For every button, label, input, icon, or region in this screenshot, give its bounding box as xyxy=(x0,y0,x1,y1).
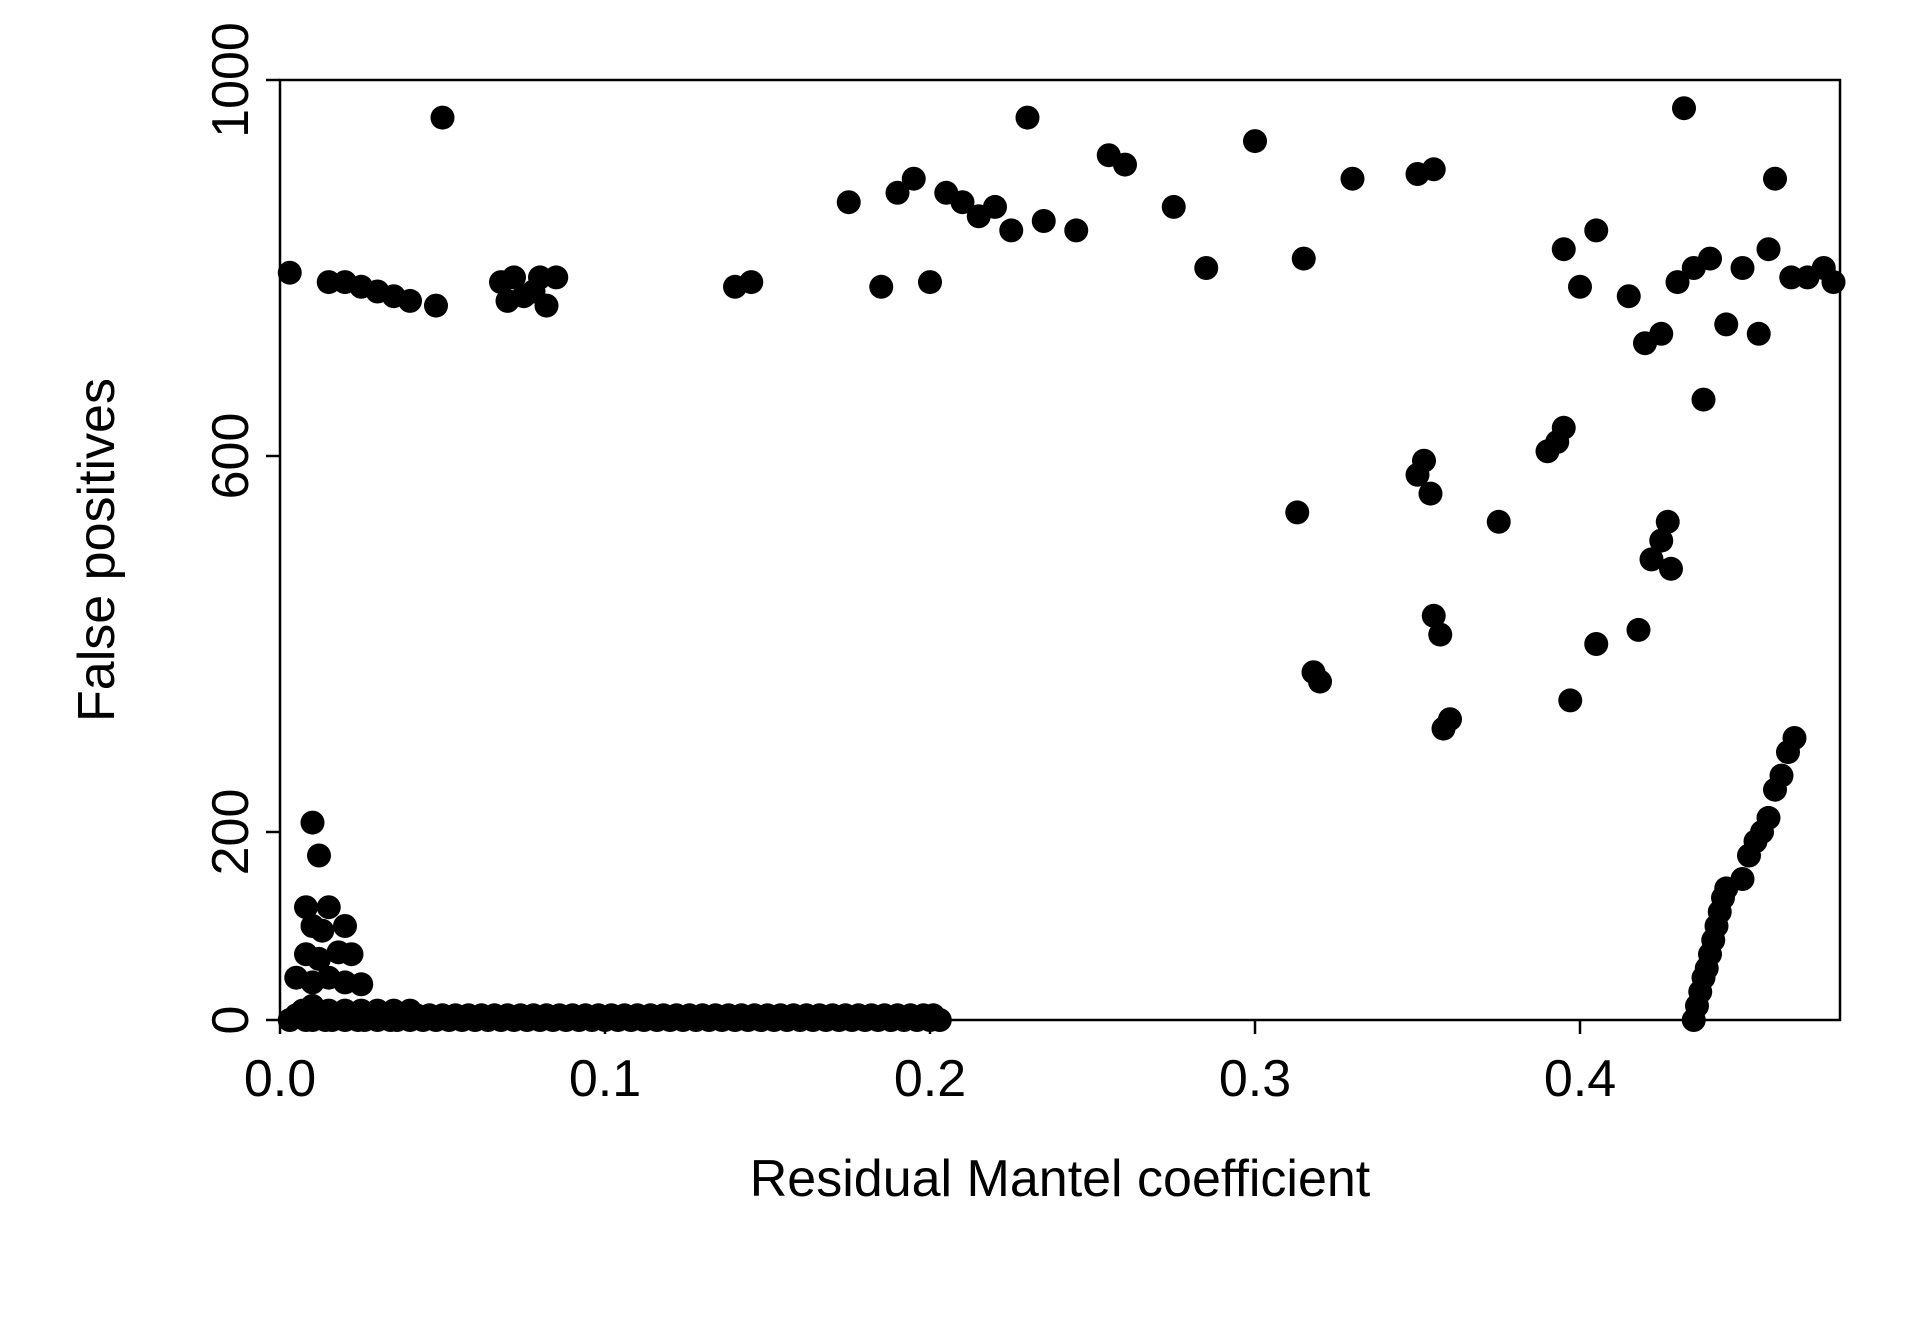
data-point xyxy=(1341,167,1365,191)
y-axis-ticks: 0 200 600 1000 xyxy=(202,22,280,1034)
y-tick-label: 0 xyxy=(202,1006,260,1035)
data-point xyxy=(1064,218,1088,242)
data-point xyxy=(301,811,325,835)
scatter-points xyxy=(278,96,1846,1032)
data-point xyxy=(1617,284,1641,308)
data-point xyxy=(1113,153,1137,177)
data-point xyxy=(310,919,334,943)
data-point xyxy=(333,914,357,938)
data-point xyxy=(1016,106,1040,130)
data-point xyxy=(1292,247,1316,271)
data-point xyxy=(544,265,568,289)
x-tick-label: 0.2 xyxy=(894,1050,966,1108)
data-point xyxy=(307,844,331,868)
data-point xyxy=(278,261,302,285)
data-point xyxy=(1194,256,1218,280)
x-axis-ticks: 0.0 0.1 0.2 0.3 0.4 xyxy=(244,1020,1616,1108)
data-point xyxy=(1649,322,1673,346)
data-point xyxy=(1487,510,1511,534)
data-point xyxy=(349,972,373,996)
data-point xyxy=(1584,218,1608,242)
y-tick-label: 600 xyxy=(202,413,260,500)
data-point xyxy=(1757,806,1781,830)
x-axis-label: Residual Mantel coefficient xyxy=(750,1150,1371,1208)
x-tick-label: 0.0 xyxy=(244,1050,316,1108)
data-point xyxy=(1672,96,1696,120)
data-point xyxy=(1747,322,1771,346)
data-point xyxy=(1656,510,1680,534)
data-point xyxy=(918,270,942,294)
x-tick-label: 0.4 xyxy=(1544,1050,1616,1108)
plot-border xyxy=(280,80,1840,1020)
data-point xyxy=(1698,247,1722,271)
data-point xyxy=(431,106,455,130)
data-point xyxy=(983,195,1007,219)
data-point xyxy=(1783,726,1807,750)
data-point xyxy=(340,942,364,966)
data-point xyxy=(928,1008,952,1032)
data-point xyxy=(1822,270,1846,294)
data-point xyxy=(424,294,448,318)
data-point xyxy=(1552,237,1576,261)
data-point xyxy=(1412,449,1436,473)
data-point xyxy=(1285,500,1309,524)
chart-svg: 0.0 0.1 0.2 0.3 0.4 0 200 600 1000 Residual Man… xyxy=(0,0,1920,1323)
data-point xyxy=(1243,129,1267,153)
data-point xyxy=(1438,707,1462,731)
data-point xyxy=(1731,867,1755,891)
y-axis-label: False positives xyxy=(68,378,126,722)
y-tick-label: 200 xyxy=(202,789,260,876)
data-point xyxy=(1770,764,1794,788)
data-point xyxy=(902,167,926,191)
data-point xyxy=(1308,670,1332,694)
x-tick-label: 0.1 xyxy=(569,1050,641,1108)
data-point xyxy=(1419,482,1443,506)
data-point xyxy=(1552,416,1576,440)
data-point xyxy=(1659,557,1683,581)
data-point xyxy=(1162,195,1186,219)
data-point xyxy=(837,190,861,214)
data-point xyxy=(1692,388,1716,412)
data-point xyxy=(869,275,893,299)
data-point xyxy=(1714,312,1738,336)
data-point xyxy=(398,289,422,313)
x-tick-label: 0.3 xyxy=(1219,1050,1291,1108)
data-point xyxy=(739,270,763,294)
data-point xyxy=(1422,157,1446,181)
data-point xyxy=(535,294,559,318)
data-point xyxy=(1568,275,1592,299)
scatter-chart: 0.0 0.1 0.2 0.3 0.4 0 200 600 1000 Residual Man… xyxy=(0,0,1920,1323)
data-point xyxy=(1627,618,1651,642)
data-point xyxy=(1757,237,1781,261)
data-point xyxy=(999,218,1023,242)
data-point xyxy=(1763,167,1787,191)
data-point xyxy=(1032,209,1056,233)
data-point xyxy=(1558,688,1582,712)
y-tick-label: 1000 xyxy=(202,22,260,138)
data-point xyxy=(317,895,341,919)
data-point xyxy=(1428,623,1452,647)
data-point xyxy=(1731,256,1755,280)
data-point xyxy=(1584,632,1608,656)
